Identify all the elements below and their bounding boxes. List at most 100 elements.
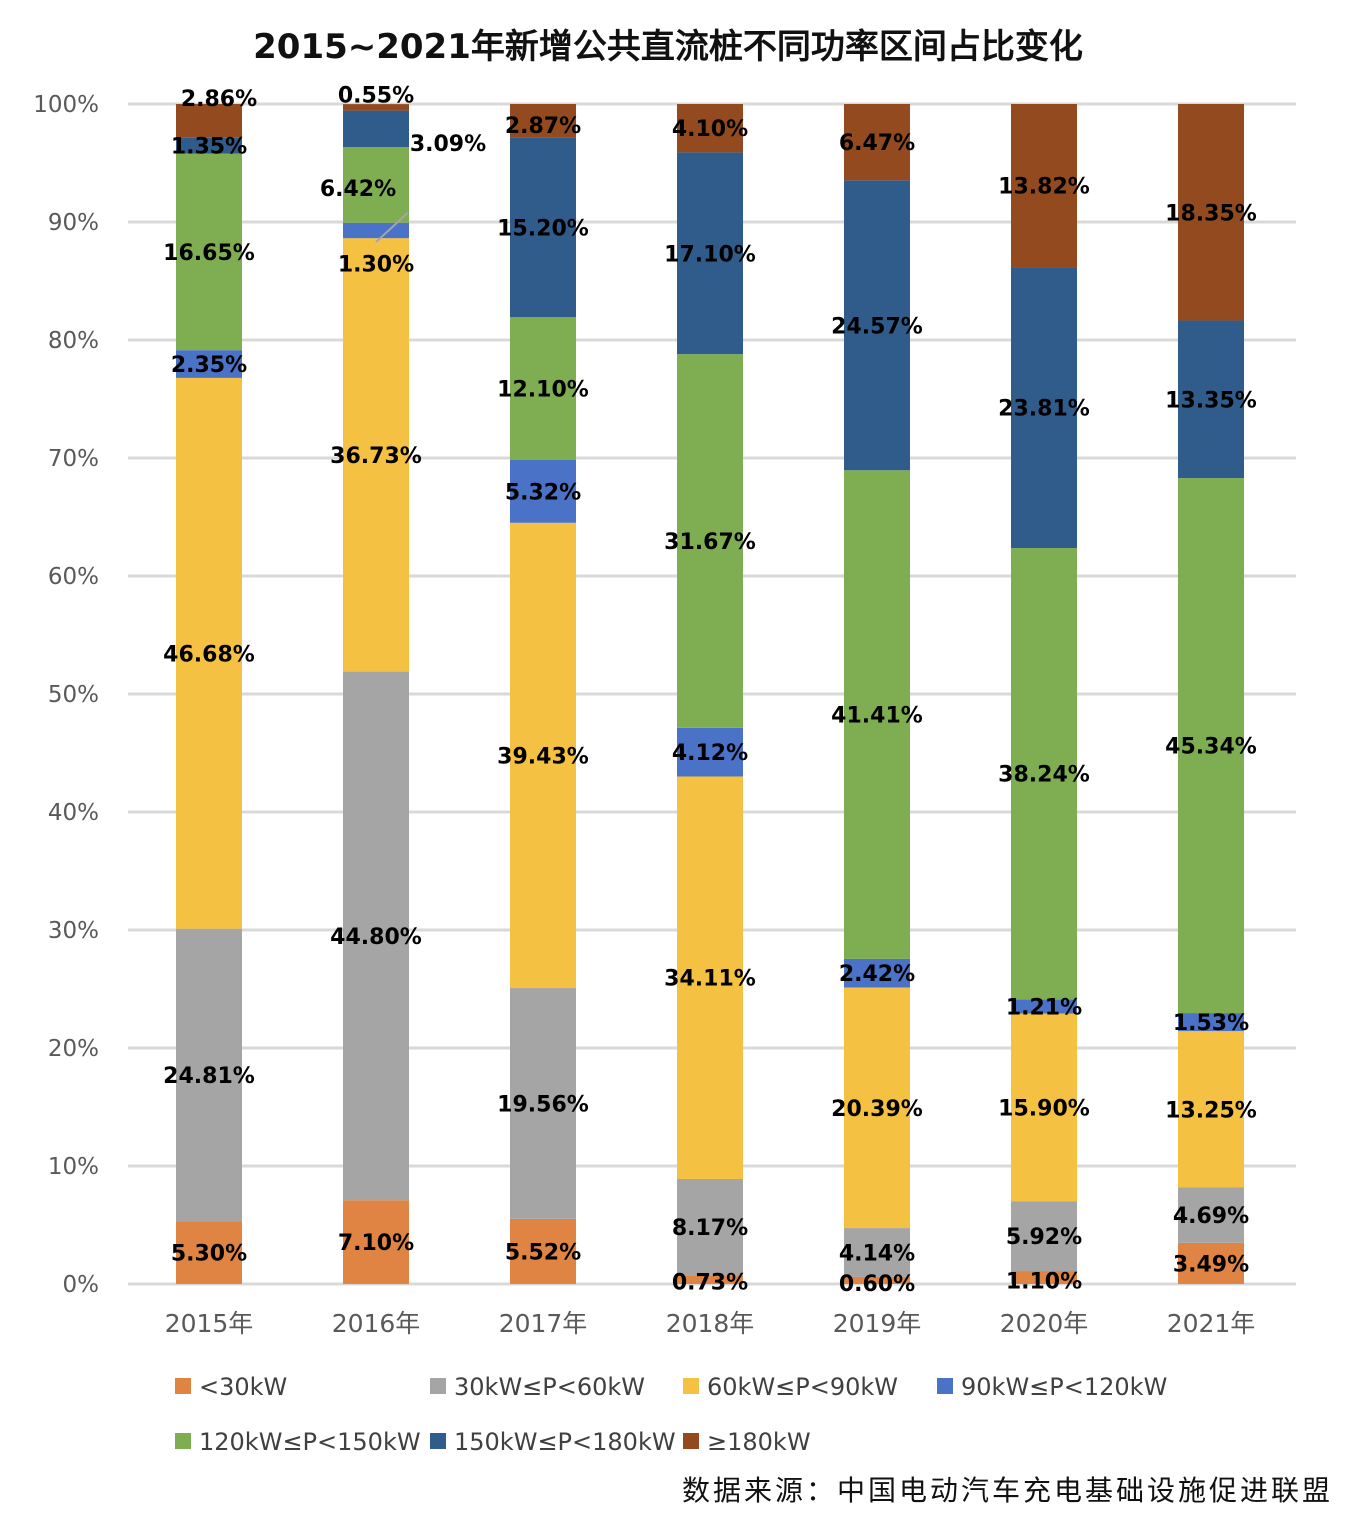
data-label: 4.14%: [839, 1241, 915, 1266]
data-label: 1.35%: [171, 135, 247, 160]
bar-segment: [510, 460, 576, 523]
data-label: 13.82%: [998, 175, 1090, 200]
y-tick-label: 60%: [48, 564, 99, 590]
bar-segment: [510, 1218, 576, 1284]
data-label: 31.67%: [664, 530, 756, 555]
legend-item: ≥180kW: [683, 1428, 811, 1456]
bar-segment: [510, 104, 576, 138]
data-label: 12.10%: [497, 378, 589, 403]
legend-label: ≥180kW: [707, 1428, 811, 1456]
bar-segment: [343, 110, 409, 148]
legend-item: 120kW≤P<150kW: [175, 1428, 421, 1456]
legend-swatch: [937, 1378, 953, 1394]
data-label: 36.73%: [330, 444, 422, 469]
legend-swatch: [175, 1378, 191, 1394]
x-tick-label: 2021年: [1167, 1309, 1256, 1338]
data-label: 4.12%: [672, 741, 748, 766]
bar-segment: [677, 1178, 743, 1276]
y-tick-label: 0%: [63, 1272, 100, 1298]
legend-swatch: [175, 1433, 191, 1449]
bar-segment: [677, 354, 743, 728]
bar-segment: [1011, 104, 1077, 268]
x-tick-label: 2018年: [666, 1309, 755, 1338]
bar-segment: [844, 1276, 910, 1284]
data-label: 41.41%: [831, 704, 923, 729]
leader-line: [375, 211, 409, 243]
data-label: 3.09%: [410, 132, 486, 157]
data-label: 4.10%: [672, 117, 748, 142]
legend-item: <30kW: [175, 1373, 287, 1401]
bar-segment: [176, 1221, 242, 1284]
bar-segment: [1011, 267, 1077, 549]
legend-label: 120kW≤P<150kW: [199, 1428, 421, 1456]
data-label: 39.43%: [497, 744, 589, 769]
bar-segment: [1178, 320, 1244, 479]
legend-label: 30kW≤P<60kW: [454, 1373, 645, 1401]
data-label: 23.81%: [998, 397, 1090, 422]
bar-segment: [510, 988, 576, 1219]
bar-segment: [677, 776, 743, 1179]
data-label: 5.52%: [505, 1240, 581, 1265]
data-label: 13.25%: [1165, 1098, 1257, 1123]
legend-item: 30kW≤P<60kW: [430, 1373, 645, 1401]
legend-label: 60kW≤P<90kW: [707, 1373, 898, 1401]
bar-segment: [1178, 1013, 1244, 1032]
legend-swatch: [430, 1378, 446, 1394]
data-label: 20.39%: [831, 1097, 923, 1122]
data-label: 8.17%: [672, 1216, 748, 1241]
bar-segment: [176, 928, 242, 1222]
data-label: 0.60%: [839, 1272, 915, 1297]
bar-segment: [510, 522, 576, 989]
y-tick-label: 30%: [48, 918, 99, 944]
data-labels: 5.30% 24.81% 46.68% 2.35% 16.65% 1.35% 2.86% 7.…: [163, 84, 1257, 1297]
y-tick-label: 100%: [33, 92, 99, 118]
bar-segment: [1011, 1271, 1077, 1284]
data-label: 1.10%: [1006, 1269, 1082, 1294]
x-tick-label: 2017年: [499, 1309, 588, 1338]
y-tick-label: 80%: [48, 328, 99, 354]
data-label: 5.32%: [505, 480, 581, 505]
bar-segment: [1011, 999, 1077, 1014]
data-label: 1.53%: [1173, 1011, 1249, 1036]
bar-segment: [677, 152, 743, 355]
y-tick-label: 50%: [48, 682, 99, 708]
bar-segment: [343, 671, 409, 1201]
data-label: 4.69%: [1173, 1204, 1249, 1229]
bar-segment: [176, 377, 242, 929]
bar-segment: [343, 1200, 409, 1284]
x-axis: 2015年 2016年 2017年 2018年 2019年 2020年 2021年: [165, 1309, 1256, 1338]
data-label: 17.10%: [664, 242, 756, 267]
bar-segment: [176, 153, 242, 351]
y-tick-label: 70%: [48, 446, 99, 472]
legend-item: 60kW≤P<90kW: [683, 1373, 898, 1401]
data-label: 5.92%: [1006, 1225, 1082, 1250]
legend-label: 90kW≤P<120kW: [961, 1373, 1167, 1401]
legend-swatch: [430, 1433, 446, 1449]
chart-title: 2015~2021年新增公共直流桩不同功率区间占比变化: [253, 27, 1083, 67]
bar-segment: [1178, 478, 1244, 1014]
data-label: 46.68%: [163, 642, 255, 667]
data-label: 15.20%: [497, 217, 589, 242]
leader-lines: [375, 211, 409, 243]
data-label: 24.57%: [831, 314, 923, 339]
bar-segment: [1178, 1031, 1244, 1188]
source-note: 数据来源：中国电动汽车充电基础设施促进联盟: [682, 1474, 1333, 1507]
data-label: 1.21%: [1006, 995, 1082, 1020]
legend-swatch: [683, 1378, 699, 1394]
bar-segment: [510, 137, 576, 318]
data-label: 38.24%: [998, 763, 1090, 788]
bar-segment: [677, 727, 743, 777]
data-label: 0.73%: [672, 1271, 748, 1296]
y-tick-label: 40%: [48, 800, 99, 826]
data-label: 6.42%: [320, 177, 396, 202]
data-label: 3.49%: [1173, 1252, 1249, 1277]
bar-segment: [343, 222, 409, 239]
data-label: 2.86%: [181, 87, 257, 112]
bar-segment: [844, 1228, 910, 1277]
bars: [176, 104, 1244, 1284]
bar-segment: [1011, 548, 1077, 1000]
data-label: 1.30%: [338, 252, 414, 277]
legend: <30kW 30kW≤P<60kW 60kW≤P<90kW 90kW≤P<120kW 1…: [175, 1373, 1167, 1456]
bar-segment: [1011, 1013, 1077, 1202]
